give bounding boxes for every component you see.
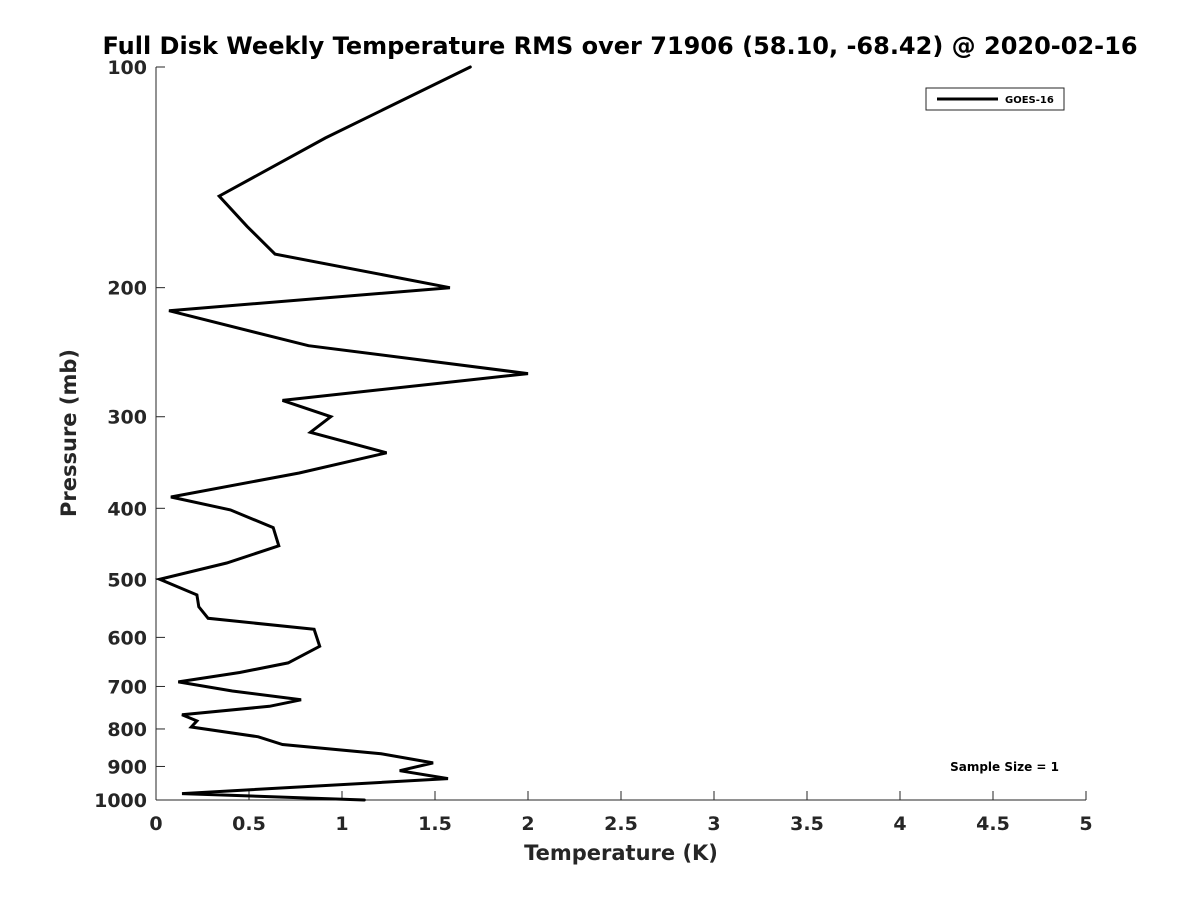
x-tick-label: 0.5 — [232, 813, 266, 835]
chart-title: Full Disk Weekly Temperature RMS over 71… — [102, 32, 1137, 60]
y-tick-label: 1000 — [94, 790, 147, 812]
legend: GOES-16 — [925, 87, 1065, 111]
y-tick-label: 400 — [107, 498, 147, 520]
x-tick-label: 4 — [893, 813, 906, 835]
y-tick-label: 600 — [107, 627, 147, 649]
plot-area — [155, 67, 1086, 801]
x-tick-label: 1 — [335, 813, 348, 835]
x-tick-label: 2.5 — [604, 813, 638, 835]
y-tick-label: 200 — [107, 278, 147, 300]
y-tick-label: 100 — [107, 57, 147, 79]
y-tick-label: 700 — [107, 676, 147, 698]
y-tick-label: 300 — [107, 407, 147, 429]
x-tick-label: 3 — [707, 813, 720, 835]
y-tick-label: 800 — [107, 719, 147, 741]
legend-label-goes-16: GOES-16 — [1005, 95, 1054, 106]
sample-size-annotation: Sample Size = 1 — [950, 760, 1059, 774]
y-axis-ticks: 100 200 300 400 500 600 700 800 900 1000 — [94, 57, 165, 812]
y-axis-label: Pressure (mb) — [57, 349, 81, 517]
series-line-goes-16 — [154, 65, 529, 802]
x-tick-label: 3.5 — [790, 813, 824, 835]
y-tick-label: 900 — [107, 756, 147, 778]
x-tick-label: 4.5 — [976, 813, 1010, 835]
plot-background — [156, 67, 1086, 800]
y-tick-label: 500 — [107, 569, 147, 591]
x-axis-label: Temperature (K) — [524, 841, 718, 865]
x-tick-label: 5 — [1079, 813, 1092, 835]
x-tick-label: 0 — [149, 813, 162, 835]
x-axis-ticks: 0 0.5 1 1.5 2 2.5 3 3.5 4 4.5 5 — [149, 791, 1093, 835]
x-tick-label: 1.5 — [418, 813, 452, 835]
x-tick-label: 2 — [521, 813, 534, 835]
series-layer — [154, 65, 529, 802]
